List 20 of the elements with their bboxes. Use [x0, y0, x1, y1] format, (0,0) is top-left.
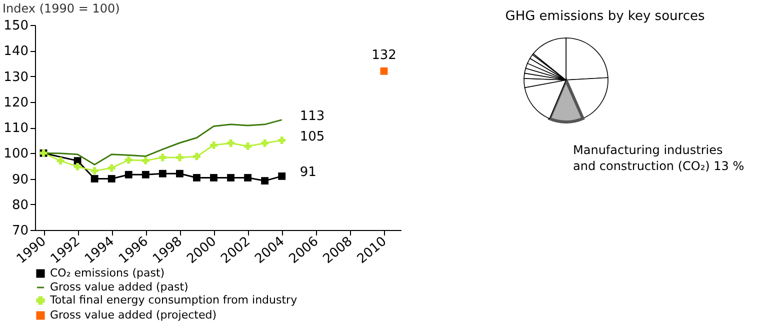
- chart-title: GHG emissions by key sources: [505, 9, 705, 24]
- data-label: 113: [300, 108, 325, 124]
- slice-label: Manufacturing industries and construction (CO₂) 13 %: [573, 143, 744, 173]
- y-tick-label: 110: [4, 121, 28, 136]
- legend-label: Gross value added (projected): [50, 308, 216, 322]
- y-axis-title: Index (1990 = 100): [2, 2, 120, 16]
- data-label: 105: [300, 129, 325, 144]
- y-tick-label: 120: [4, 95, 28, 110]
- data-label: 91: [300, 165, 316, 180]
- y-tick-label: 80: [12, 198, 28, 213]
- legend-label: Total final energy consumption from industry: [49, 294, 298, 306]
- legend-label: CO₂ emissions (past): [50, 266, 165, 280]
- y-tick-label: 70: [12, 224, 28, 238]
- y-tick-label: 90: [12, 172, 28, 188]
- legend-label: Gross value added (past): [50, 280, 188, 294]
- data-label: 132: [372, 48, 396, 64]
- y-tick-label: 130: [4, 70, 28, 85]
- y-tick-label: 150: [4, 18, 28, 34]
- y-tick-label: 140: [4, 44, 28, 60]
- y-tick-label: 100: [4, 146, 28, 162]
